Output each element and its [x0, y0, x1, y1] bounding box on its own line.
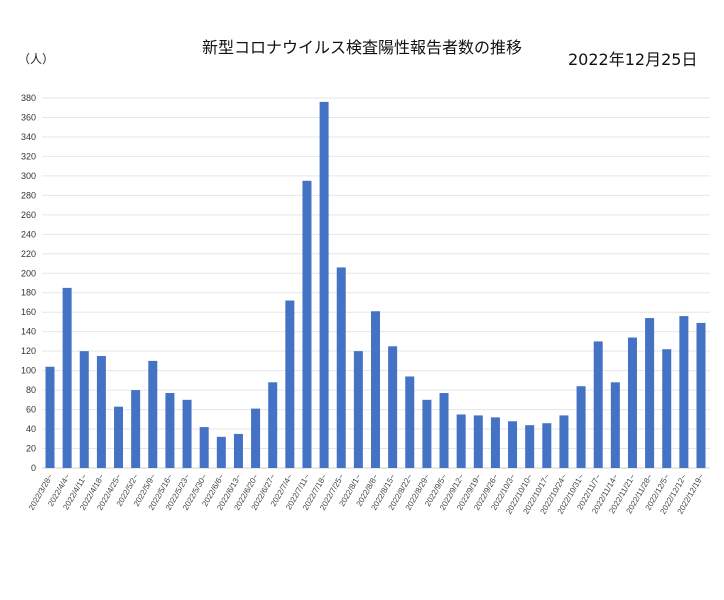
bar	[559, 415, 569, 468]
bar	[62, 287, 72, 468]
y-tick-label: 200	[21, 268, 36, 278]
bar	[593, 341, 603, 468]
bar	[525, 425, 535, 468]
bar	[182, 399, 192, 468]
bar	[216, 436, 226, 468]
y-tick-label: 260	[21, 210, 36, 220]
bar	[679, 316, 689, 468]
y-tick-label: 300	[21, 171, 36, 181]
bar	[508, 421, 518, 468]
bar	[131, 390, 141, 468]
y-tick-label: 360	[21, 112, 36, 122]
bar	[45, 366, 55, 468]
chart-title: 新型コロナウイルス検査陽性報告者数の推移	[201, 38, 522, 57]
bar	[114, 406, 124, 468]
y-tick-label: 100	[21, 366, 36, 376]
y-tick-label: 0	[31, 463, 36, 473]
bar	[165, 393, 175, 468]
bar	[285, 300, 295, 468]
bar	[251, 408, 261, 468]
bar	[576, 386, 586, 468]
y-tick-label: 280	[21, 190, 36, 200]
bar	[388, 346, 398, 468]
y-tick-label: 240	[21, 229, 36, 239]
bar	[371, 311, 380, 468]
y-tick-label: 120	[21, 346, 36, 356]
y-tick-label: 220	[21, 249, 36, 259]
bar	[645, 318, 655, 468]
bar	[79, 351, 89, 468]
report-date: 2022年12月25日	[568, 50, 698, 69]
y-tick-label: 160	[21, 307, 36, 317]
y-tick-label: 180	[21, 288, 36, 298]
bar	[696, 322, 706, 468]
bar	[199, 427, 209, 468]
bar	[610, 382, 620, 468]
bar	[456, 414, 466, 468]
bar	[233, 433, 243, 468]
y-axis-unit: （人）	[18, 52, 55, 66]
bar	[353, 351, 363, 468]
y-tick-label: 80	[26, 385, 36, 395]
y-tick-label: 340	[21, 132, 36, 142]
y-tick-label: 140	[21, 327, 36, 337]
bar	[336, 267, 346, 468]
bar	[542, 423, 552, 468]
bar	[302, 180, 312, 468]
bar	[405, 376, 415, 468]
y-tick-label: 40	[26, 424, 36, 434]
bar	[490, 417, 500, 468]
bar	[148, 360, 158, 468]
bar	[268, 382, 278, 468]
bar	[96, 356, 106, 468]
y-tick-label: 60	[26, 405, 36, 415]
bar	[439, 393, 449, 468]
y-tick-label: 20	[26, 444, 36, 454]
bar	[319, 101, 329, 468]
bar	[422, 399, 432, 468]
bar	[473, 415, 483, 468]
bar	[662, 349, 672, 468]
bar	[627, 337, 637, 468]
y-tick-label: 320	[21, 151, 36, 161]
y-tick-label: 380	[21, 93, 36, 103]
